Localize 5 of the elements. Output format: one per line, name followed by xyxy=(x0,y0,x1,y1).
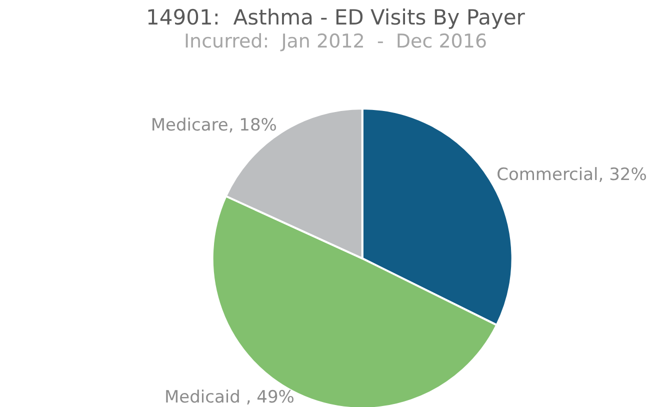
slice-label: Medicare, 18% xyxy=(150,116,277,136)
slice-label: Medicaid , 49% xyxy=(164,388,294,407)
slice-label: Commercial, 32% xyxy=(496,165,647,186)
chart-subtitle: Incurred: Jan 2012 - Dec 2016 xyxy=(184,30,488,52)
chart-title: 14901: Asthma - ED Visits By Payer xyxy=(146,6,526,30)
